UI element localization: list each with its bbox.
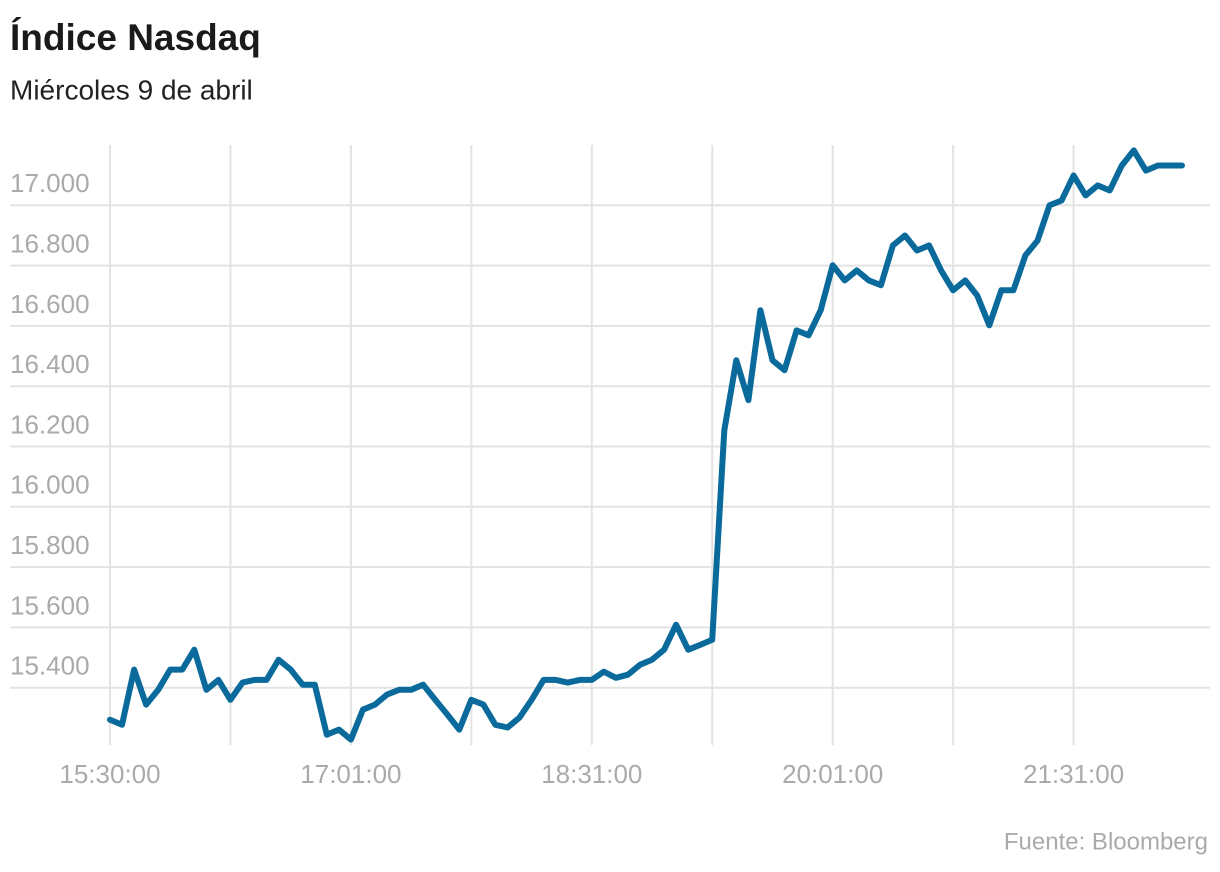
chart-subtitle: Miércoles 9 de abril bbox=[10, 74, 253, 105]
line bbox=[107, 147, 1185, 743]
x-tick-label: 15:30:00 bbox=[59, 759, 160, 789]
source: Fuente: Bloomberg bbox=[1004, 828, 1208, 855]
y-tick-label: 15.400 bbox=[10, 651, 90, 681]
y-tick-label: 15.600 bbox=[10, 590, 90, 620]
y-tick-label: 17.000 bbox=[10, 168, 90, 198]
x-tick-label: 18:31:00 bbox=[541, 759, 642, 789]
y-tick-label: 16.000 bbox=[10, 470, 90, 500]
y-tick-label: 16.400 bbox=[10, 349, 90, 379]
y-tick-label: 15.800 bbox=[10, 530, 90, 560]
y-tick-label: 16.600 bbox=[10, 289, 90, 319]
y-tick-label: 16.800 bbox=[10, 228, 90, 258]
y-tick-label: 16.200 bbox=[10, 409, 90, 439]
chart-title: Índice Nasdaq bbox=[10, 17, 261, 58]
x-tick-label: 21:31:00 bbox=[1023, 759, 1124, 789]
x-tick-label: 20:01:00 bbox=[782, 759, 883, 789]
x-tick-label: 17:01:00 bbox=[300, 759, 401, 789]
